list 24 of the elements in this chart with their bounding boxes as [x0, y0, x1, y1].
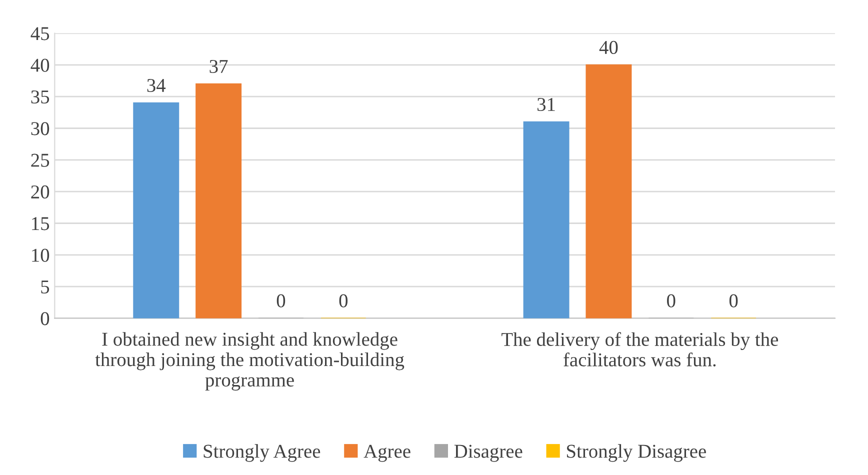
- y-tick-label: 30: [31, 122, 50, 136]
- data-label: 31: [538, 98, 555, 112]
- legend-label: Disagree: [454, 444, 522, 462]
- y-tick-label: 40: [30, 58, 50, 72]
- data-label: 37: [210, 60, 228, 74]
- data-label: 34: [147, 78, 166, 92]
- y-tick-label: 35: [31, 90, 50, 104]
- legend-label: Strongly Agree: [204, 444, 320, 462]
- y-tick-label: 10: [32, 248, 50, 262]
- y-tick-label: 15: [32, 217, 50, 230]
- data-label: 0: [276, 294, 286, 308]
- legend-label: Strongly Disagree: [567, 444, 706, 462]
- data-label: 40: [599, 40, 618, 54]
- legend-label: Agree: [364, 444, 410, 462]
- data-label: 0: [339, 294, 348, 308]
- y-tick-label: 5: [41, 280, 50, 294]
- y-tick-label: 45: [30, 27, 50, 40]
- x-tick-label: I obtained new insight and knowledge through joining the motivation-building programme: [95, 332, 404, 391]
- y-tick-label: 20: [31, 185, 50, 199]
- y-tick-label: 25: [31, 154, 50, 167]
- x-tick-label: The delivery of the materials by the facilitators was fun.: [502, 332, 778, 366]
- y-tick-label: 0: [40, 312, 50, 326]
- data-label: 0: [667, 294, 676, 308]
- data-label: 0: [729, 294, 738, 308]
